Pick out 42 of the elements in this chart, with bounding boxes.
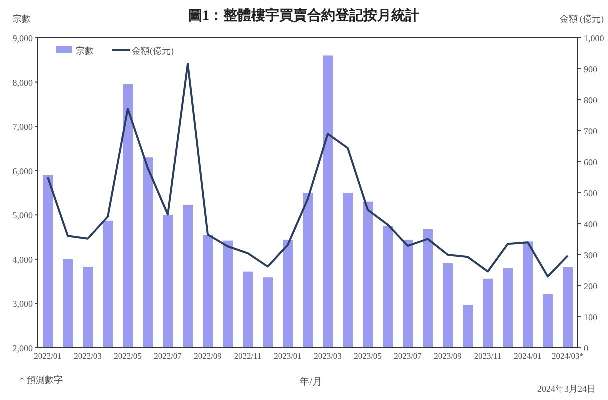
- y2-tick-label: 1,000: [584, 34, 605, 44]
- x-tick-label: 2022/01: [34, 351, 62, 361]
- x-tick-label: 2022/07: [154, 351, 182, 361]
- x-tick-label: 2023/03: [314, 351, 342, 361]
- y2-tick-label: 0: [584, 344, 589, 354]
- x-tick-label: 2022/09: [194, 351, 222, 361]
- y-tick-label: 9,000: [12, 34, 34, 44]
- y2-axis-title: 金額 (億元): [560, 14, 604, 24]
- x-tick-label: 2022/05: [114, 351, 142, 361]
- y2-tick-label: 700: [584, 126, 598, 136]
- x-tick-label: 2022/11: [234, 351, 262, 361]
- legend-label: 金額(億元): [132, 46, 174, 56]
- x-axis-title: 年/月: [300, 376, 322, 388]
- y-axis-title: 宗數: [13, 14, 31, 24]
- x-tick-label: 2023/09: [434, 351, 462, 361]
- y-tick-label: 7,000: [12, 122, 34, 132]
- y-tick-label: 5,000: [12, 210, 34, 221]
- legend-label: 宗數: [76, 46, 94, 56]
- x-tick-label: 2023/11: [474, 351, 502, 361]
- y2-tick-label: 900: [584, 64, 598, 74]
- x-tick-label: 2024/01: [514, 351, 542, 361]
- text: * 預測數字: [20, 375, 63, 385]
- y2-tick-label: 600: [584, 158, 598, 168]
- y2-tick-label: 400: [584, 220, 598, 230]
- y2-tick-label: 500: [584, 188, 598, 198]
- chart-title: 圖1：整體樓宇買賣合約登記按月統計: [188, 7, 420, 24]
- x-tick-label: 2024/03*: [552, 351, 584, 361]
- x-tick-label: 2023/01: [274, 351, 302, 361]
- y-tick-label: 6,000: [12, 166, 34, 176]
- y2-tick-label: 200: [584, 282, 598, 292]
- y2-tick-label: 300: [584, 250, 598, 260]
- y-tick-label: 3,000: [12, 299, 34, 310]
- x-tick-label: 2023/05: [354, 351, 382, 361]
- y-tick-label: 2,000: [12, 344, 34, 354]
- y-tick-label: 4,000: [12, 254, 34, 265]
- x-tick-label: 2022/03: [74, 351, 102, 361]
- line-series: [47, 63, 569, 278]
- x-tick-label: 2023/07: [394, 351, 422, 361]
- text: 2024年3月24日: [538, 384, 596, 394]
- y2-tick-label: 100: [584, 312, 598, 322]
- y2-tick-label: 800: [584, 96, 598, 106]
- y-tick-label: 8,000: [12, 78, 34, 88]
